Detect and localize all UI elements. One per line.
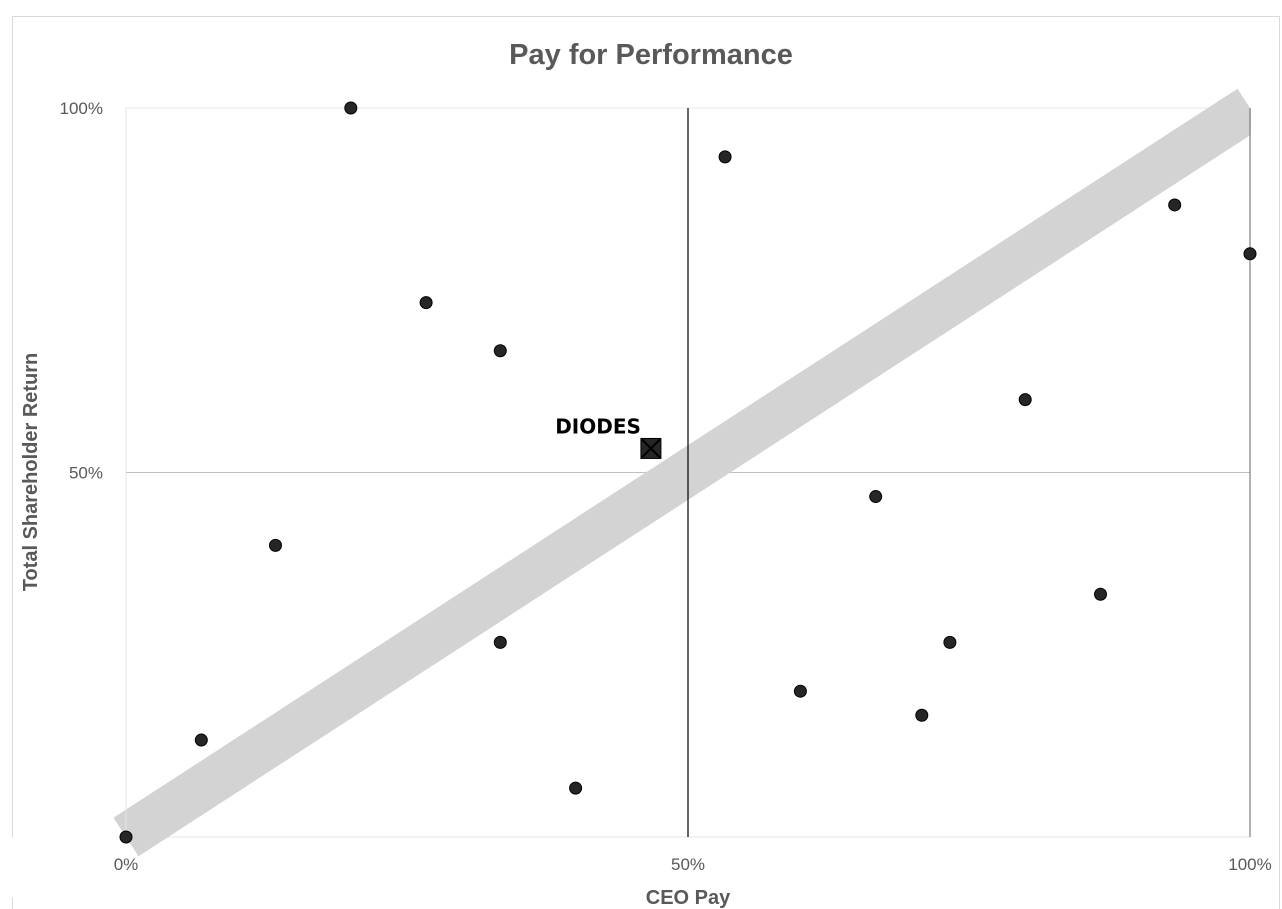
data-point xyxy=(1018,393,1032,407)
y-tick-label: 50% xyxy=(69,464,103,483)
data-point xyxy=(268,538,282,552)
data-point xyxy=(119,830,133,844)
y-tick-label: 100% xyxy=(60,99,103,118)
data-point xyxy=(194,733,208,747)
data-point xyxy=(915,708,929,722)
data-point xyxy=(793,684,807,698)
data-point xyxy=(344,101,358,115)
data-point xyxy=(493,344,507,358)
highlight-marker-cross xyxy=(641,438,661,459)
data-point xyxy=(1243,247,1257,261)
data-point xyxy=(493,635,507,649)
data-point xyxy=(869,490,883,504)
x-tick-label: 100% xyxy=(1228,855,1271,874)
x-tick-label: 0% xyxy=(114,855,139,874)
chart-title: Pay for Performance xyxy=(509,39,793,71)
data-point xyxy=(419,296,433,310)
ticks-layer: 0% 50% 100% 50% 100% xyxy=(60,99,1272,874)
data-point xyxy=(718,150,732,164)
data-point xyxy=(943,635,957,649)
trend-band-layer xyxy=(0,80,1271,898)
divider-layer xyxy=(125,108,1251,837)
data-point xyxy=(1168,198,1182,212)
data-point xyxy=(569,781,583,795)
band-mask xyxy=(0,837,125,898)
x-axis-title: CEO Pay xyxy=(646,887,731,909)
band-mask xyxy=(1251,80,1271,140)
data-point xyxy=(1094,587,1108,601)
y-axis-title: Total Shareholder Return xyxy=(20,353,42,592)
x-tick-label: 50% xyxy=(671,855,705,874)
chart-frame xyxy=(12,16,1280,909)
highlight-label: DIODES xyxy=(555,414,641,438)
points-layer: DIODES xyxy=(119,101,1257,844)
